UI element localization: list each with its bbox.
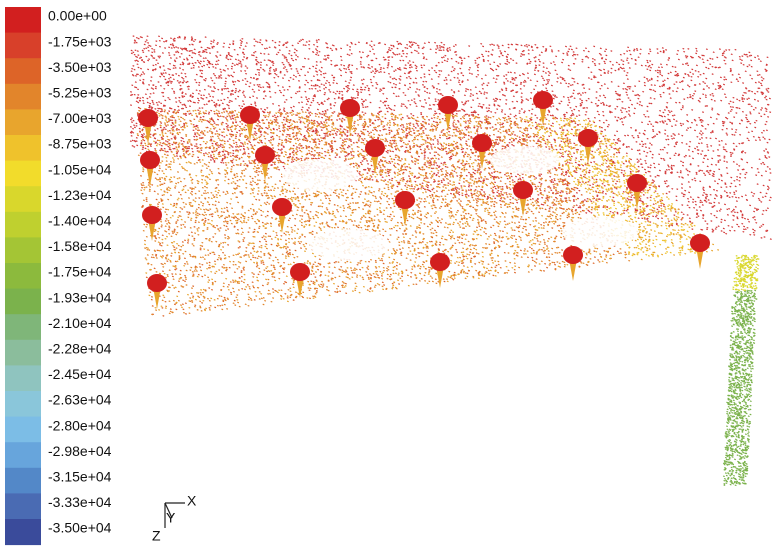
- sprinkler-tail: [519, 194, 527, 216]
- legend-label: -2.80e+04: [48, 417, 112, 433]
- axis-y-label: Y: [166, 510, 176, 526]
- legend-label: -1.75e+04: [48, 264, 112, 280]
- sprinkler: [578, 129, 598, 147]
- legend-swatch: [5, 83, 41, 110]
- particles: [129, 35, 772, 240]
- legend-swatch: [5, 442, 41, 469]
- sprinkler-tail: [696, 247, 704, 269]
- sprinkler-tail: [444, 109, 452, 131]
- legend-swatch: [5, 263, 41, 290]
- legend-swatch: [5, 467, 41, 494]
- legend-swatch: [5, 416, 41, 443]
- legend-swatch: [5, 237, 41, 264]
- legend-label: -8.75e+03: [48, 136, 112, 152]
- plate-hole: [490, 146, 560, 174]
- sprinkler-tail: [144, 122, 152, 144]
- sprinkler: [438, 96, 458, 114]
- legend-label: -2.98e+04: [48, 443, 112, 459]
- legend-label: -7.00e+03: [48, 110, 112, 126]
- legend-swatch: [5, 109, 41, 136]
- legend-label: -3.33e+04: [48, 494, 112, 510]
- legend-swatch: [5, 314, 41, 341]
- legend-label: -2.63e+04: [48, 392, 112, 408]
- axis-x-label: X: [187, 493, 197, 509]
- sprinkler-tail: [633, 187, 641, 209]
- sprinkler-tail: [436, 266, 444, 288]
- sprinkler: [142, 206, 162, 224]
- sprinkler: [138, 109, 158, 127]
- legend-swatch: [5, 493, 41, 520]
- particles: [732, 254, 760, 291]
- sprinkler: [627, 174, 647, 192]
- axis-y: [164, 502, 173, 519]
- legend-swatch: [5, 32, 41, 59]
- plate-hole: [282, 159, 358, 191]
- sprinkler-tail: [153, 287, 161, 309]
- legend-swatch: [5, 365, 41, 392]
- sprinkler-tail: [261, 159, 269, 181]
- legend-label: -1.05e+04: [48, 161, 112, 177]
- legend-swatch: [5, 211, 41, 238]
- sprinkler-tail: [146, 164, 154, 186]
- legend-swatch: [5, 186, 41, 213]
- legend-label: -1.40e+04: [48, 213, 112, 229]
- sprinkler-tail: [148, 219, 156, 241]
- legend-swatch: [5, 339, 41, 366]
- legend-swatch: [5, 391, 41, 418]
- legend-label: -1.93e+04: [48, 289, 112, 305]
- sprinkler: [290, 263, 310, 281]
- legend-label: -3.50e+04: [48, 520, 112, 536]
- legend-label: -3.50e+03: [48, 59, 112, 75]
- legend-label: -2.45e+04: [48, 366, 112, 382]
- sprinkler: [563, 246, 583, 264]
- legend-label: -3.15e+04: [48, 469, 112, 485]
- legend-swatch: [5, 160, 41, 187]
- sprinkler: [533, 91, 553, 109]
- particles: [722, 289, 758, 487]
- legend-label: -1.23e+04: [48, 187, 112, 203]
- axis-triad: [164, 502, 185, 528]
- legend-label: -2.10e+04: [48, 315, 112, 331]
- sprinkler: [147, 274, 167, 292]
- legend-swatch: [5, 58, 41, 85]
- sprinkler-tail: [478, 147, 486, 169]
- sprinkler-tail: [296, 276, 304, 298]
- legend-label: -5.25e+03: [48, 85, 112, 101]
- sprinkler-tail: [569, 259, 577, 281]
- legend-label: -1.58e+04: [48, 238, 112, 254]
- sprinkler-tail: [371, 152, 379, 174]
- sprinkler-tail: [539, 104, 547, 126]
- plate-hole: [310, 229, 390, 261]
- sprinkler: [472, 134, 492, 152]
- legend-swatch: [5, 135, 41, 162]
- sprinkler: [365, 139, 385, 157]
- sprinkler-tail: [584, 142, 592, 164]
- sprinkler: [395, 191, 415, 209]
- sprinkler: [240, 106, 260, 124]
- sprinkler-tail: [246, 119, 254, 141]
- plate-hole: [562, 217, 638, 247]
- legend-label: 0.00e+00: [48, 8, 107, 24]
- legend-swatch: [5, 519, 41, 546]
- legend-swatch: [5, 7, 41, 34]
- legend-label: -1.75e+03: [48, 33, 112, 49]
- sprinkler-tail: [401, 204, 409, 226]
- legend-label: -2.28e+04: [48, 341, 112, 357]
- particle-cloud: [129, 35, 772, 487]
- sprinkler-tail: [346, 112, 354, 134]
- sprinkler: [140, 151, 160, 169]
- legend-swatch: [5, 288, 41, 315]
- sprinkler: [430, 253, 450, 271]
- sprinkler: [513, 181, 533, 199]
- axis-z-label: Z: [152, 528, 161, 544]
- sprinkler: [340, 99, 360, 117]
- sprinkler: [690, 234, 710, 252]
- sprinkler: [255, 146, 275, 164]
- color-legend: 0.00e+00 -1.75e+03 -3.50e+03 -5.25e+03 -7.00…: [5, 7, 112, 546]
- sprinkler: [272, 198, 292, 216]
- sprinkler-tail: [278, 211, 286, 233]
